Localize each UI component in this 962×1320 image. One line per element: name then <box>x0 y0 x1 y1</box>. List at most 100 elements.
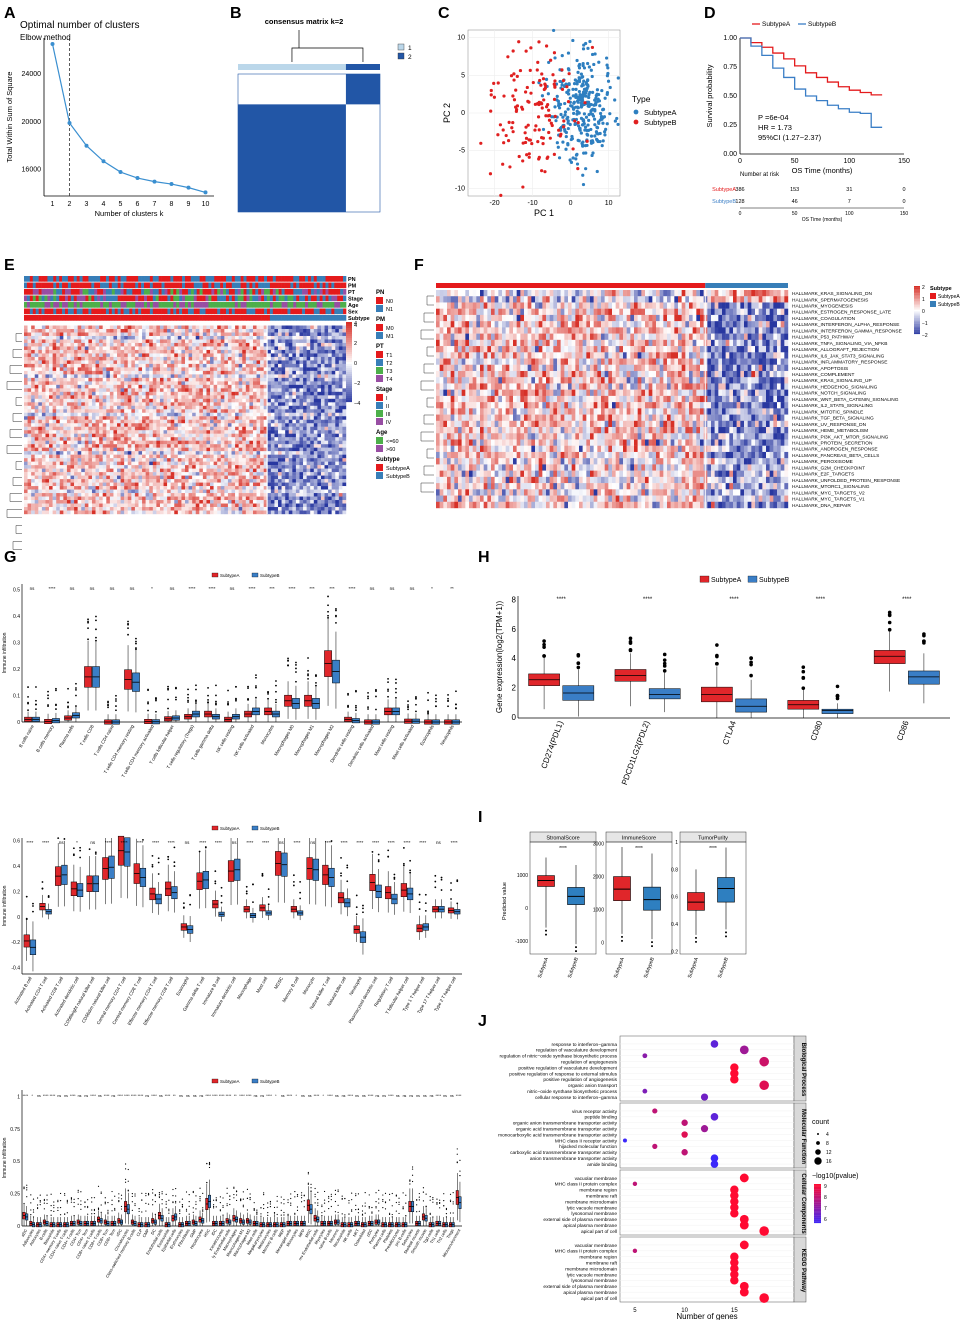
heatmap-cell <box>224 444 229 448</box>
heatmap-cell <box>199 342 204 347</box>
scatter-point-subtypeB <box>538 78 542 83</box>
heatmap-cell <box>99 412 103 417</box>
heatmap-cell <box>59 412 64 417</box>
heatmap-cell <box>288 409 293 413</box>
heatmap-cell <box>181 409 186 413</box>
heatmap-cell <box>38 447 43 452</box>
heatmap-cell <box>127 458 132 462</box>
heatmap-cell <box>227 395 232 400</box>
heatmap-cell <box>306 360 311 365</box>
heatmap-cell <box>320 409 325 413</box>
heatmap-cell <box>249 360 254 365</box>
annotation-cell <box>97 289 101 295</box>
heatmap-cell <box>242 426 247 431</box>
annotation-cell <box>76 308 80 315</box>
heatmap-cell <box>195 440 200 445</box>
heatmap-cell <box>81 402 86 406</box>
heatmap-cell <box>127 447 132 452</box>
heatmap-cell <box>134 398 139 403</box>
heatmap-cell <box>292 346 297 351</box>
heatmap-cell <box>159 377 164 382</box>
heatmap-cell <box>134 454 139 459</box>
heatmap-cell <box>77 339 82 344</box>
annotation-cell <box>117 302 121 308</box>
heatmap-cell <box>117 447 121 452</box>
heatmap-cell <box>102 381 107 386</box>
heatmap-cell <box>41 356 46 361</box>
heatmap-cell <box>335 402 340 406</box>
heatmap-cell <box>238 402 243 406</box>
heatmap-cell <box>120 325 125 330</box>
heatmap-cell <box>292 444 297 448</box>
annotation-cell <box>56 302 60 308</box>
heatmap-cell <box>174 339 179 344</box>
heatmap-cell <box>263 409 268 413</box>
scatter-point-subtypeB <box>527 152 531 156</box>
heatmap-cell <box>41 335 46 340</box>
heatmap-cell <box>267 339 272 344</box>
heatmap-cell <box>124 416 128 420</box>
heatmap-cell <box>317 412 322 417</box>
heatmap-cell <box>38 451 43 455</box>
heatmap-cell <box>231 458 236 462</box>
heatmap-cell <box>338 440 343 445</box>
heatmap-cell <box>177 388 182 393</box>
heatmap-cell <box>81 426 86 431</box>
heatmap-cell <box>95 346 100 351</box>
scatter-point-subtypeB <box>539 101 543 105</box>
heatmap-cell <box>31 339 35 344</box>
scatter-point-subtypeA <box>546 92 550 96</box>
heatmap-cell <box>70 409 75 413</box>
annotation-cell <box>225 302 230 308</box>
heatmap-cell <box>156 349 161 354</box>
heatmap-cell <box>274 339 279 344</box>
heatmap-cell <box>213 332 218 337</box>
heatmap-cell <box>91 388 96 393</box>
heatmap-cell <box>145 437 150 441</box>
heatmap-cell <box>299 405 304 410</box>
annotation-cell <box>199 289 203 295</box>
heatmap-cell <box>27 342 32 347</box>
heatmap-cell <box>256 426 261 431</box>
annotation-cell <box>32 282 37 289</box>
annotation-cell <box>53 295 57 302</box>
heatmap-cell <box>34 328 39 333</box>
heatmap-cell <box>81 398 86 403</box>
annotation-cell <box>158 295 162 302</box>
annotation-cell <box>199 282 203 289</box>
heatmap-cell <box>245 353 250 358</box>
heatmap-cell <box>328 370 332 375</box>
heatmap-cell <box>320 437 325 441</box>
heatmap-cell <box>188 447 193 452</box>
heatmap-cell <box>159 335 164 340</box>
heatmap-cell <box>295 454 300 459</box>
scatter-point-subtypeB <box>501 162 505 166</box>
heatmap-cell <box>299 440 304 445</box>
heatmap-cell <box>134 346 139 351</box>
heatmap-cell <box>31 419 35 424</box>
heatmap-cell <box>127 405 132 410</box>
heatmap-cell <box>74 398 78 403</box>
annotation-cell <box>82 289 86 295</box>
heatmap-cell <box>313 419 318 424</box>
heatmap-cell <box>199 412 204 417</box>
scatter-point-subtypeB <box>560 87 565 91</box>
heatmap-cell <box>288 426 293 431</box>
heatmap-cell <box>167 328 171 333</box>
heatmap-cell <box>66 374 71 379</box>
heatmap-cell <box>63 367 68 372</box>
heatmap-cell <box>281 423 286 427</box>
heatmap-cell <box>63 412 68 417</box>
annotation-cell <box>64 315 69 321</box>
annotation-cell <box>123 276 127 282</box>
heatmap-cell <box>34 374 39 379</box>
consensus-block-2 <box>345 74 380 105</box>
heatmap-cell <box>56 433 60 438</box>
heatmap-cell <box>320 416 325 420</box>
annotation-cell <box>76 289 80 295</box>
scatter-point-subtypeB <box>536 60 540 64</box>
heatmap-cell <box>306 447 311 452</box>
heatmap-cell <box>56 360 60 365</box>
heatmap-cell <box>34 444 39 448</box>
heatmap-cell <box>242 440 247 445</box>
